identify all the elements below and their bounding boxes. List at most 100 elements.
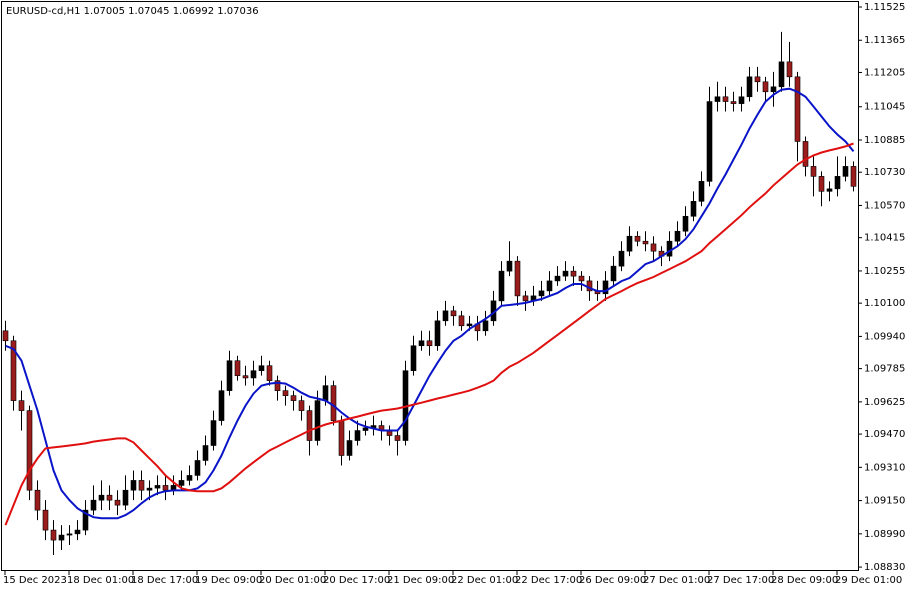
candle-body: [266, 365, 273, 381]
candle-body: [338, 420, 345, 456]
candle-body: [450, 310, 457, 317]
x-tick-label: 26 Dec 09:00: [579, 575, 646, 586]
candle-body: [746, 76, 753, 98]
y-tick-label: 1.08830: [864, 562, 905, 573]
candle-body: [674, 230, 681, 242]
candle-body: [842, 166, 849, 177]
plot-marks: [2, 31, 857, 556]
x-tick-label: 19 Dec 09:00: [195, 575, 262, 586]
candle-body: [418, 340, 425, 347]
plot-frame: [1, 1, 859, 571]
candle-body: [514, 260, 521, 297]
candle-body: [442, 310, 449, 322]
candle-body: [722, 96, 729, 102]
candle-body: [778, 61, 785, 88]
candle-body: [146, 487, 153, 491]
x-tick-label: 27 Dec 01:00: [643, 575, 710, 586]
candle-body: [738, 96, 745, 104]
y-tick-label: 1.09625: [864, 397, 905, 408]
x-tick-label: 22 Dec 17:00: [515, 575, 582, 586]
candle-body: [626, 235, 633, 252]
candle-body: [570, 270, 577, 277]
candle-body: [834, 176, 841, 190]
candle-body: [546, 280, 553, 292]
y-tick-label: 1.09785: [864, 364, 905, 375]
y-tick-label: 1.09310: [864, 462, 905, 473]
candle-body: [202, 445, 209, 461]
candle-body: [826, 188, 833, 192]
y-tick-label: 1.09940: [864, 331, 905, 342]
candle-body: [258, 365, 265, 371]
candle-body: [458, 315, 465, 327]
candle-body: [58, 534, 65, 541]
candle-body: [818, 176, 825, 192]
candle-body: [562, 270, 569, 277]
candle-body: [26, 410, 33, 491]
candle-body: [698, 181, 705, 202]
x-tick-label: 29 Dec 01:00: [835, 575, 902, 586]
candle-body: [498, 270, 505, 302]
x-tick-label: 20 Dec 01:00: [259, 575, 326, 586]
candle-body: [314, 400, 321, 441]
candle-body: [50, 529, 57, 541]
candle-body: [642, 240, 649, 245]
candle-body: [106, 494, 113, 501]
candle-body: [306, 410, 313, 441]
candle-body: [410, 345, 417, 371]
candle-body: [690, 201, 697, 217]
moving-average-line: [5, 87, 855, 520]
moving-average-line: [4, 142, 854, 526]
candle-body: [578, 275, 585, 282]
y-tick-label: 1.11045: [864, 102, 905, 113]
candle-body: [482, 320, 489, 332]
candle-body: [186, 475, 193, 481]
y-tick-label: 1.10100: [864, 298, 905, 309]
candle-body: [194, 460, 201, 476]
candle-body: [634, 235, 641, 242]
candle-body: [90, 499, 97, 511]
candle-body: [242, 375, 249, 379]
candle-body: [74, 529, 81, 535]
candle-body: [538, 290, 545, 297]
x-tick-label: 27 Dec 17:00: [707, 575, 774, 586]
candle-body: [394, 435, 401, 441]
candle-body: [210, 420, 217, 446]
candle-body: [762, 81, 769, 93]
candle-body: [434, 320, 441, 347]
y-tick-label: 1.10255: [864, 266, 905, 277]
candle-body: [2, 330, 9, 342]
candle-body: [426, 340, 433, 347]
candle-body: [794, 76, 801, 142]
candle-body: [682, 215, 689, 232]
candle-body: [522, 295, 529, 302]
candle-body: [466, 323, 473, 327]
y-tick-label: 1.10730: [864, 167, 905, 178]
candle-body: [346, 440, 353, 456]
candle-body: [138, 480, 145, 491]
y-tick-label: 1.09470: [864, 429, 905, 440]
candle-body: [122, 489, 129, 506]
y-tick-label: 1.11525: [864, 2, 905, 13]
y-tick-label: 1.10415: [864, 233, 905, 244]
x-tick-label: 28 Dec 09:00: [771, 575, 838, 586]
y-tick-label: 1.11365: [864, 35, 905, 46]
x-tick-label: 15 Dec 2023: [3, 575, 67, 586]
candle-body: [130, 480, 137, 491]
candle-body: [98, 494, 105, 501]
x-tick-label: 18 Dec 01:00: [67, 575, 134, 586]
candle-body: [18, 400, 25, 411]
chart-title: EURUSD-cd,H1 1.07005 1.07045 1.06992 1.0…: [6, 6, 259, 17]
y-tick-label: 1.10570: [864, 200, 905, 211]
candle-body: [802, 141, 809, 167]
candle-body: [162, 485, 169, 491]
candle-body: [10, 340, 17, 401]
candle-body: [282, 390, 289, 396]
candle-body: [34, 489, 41, 511]
y-tick-label: 1.10885: [864, 135, 905, 146]
candle-body: [650, 243, 657, 252]
candle-body: [250, 370, 257, 379]
candle-body: [354, 430, 361, 441]
candle-body: [786, 61, 793, 78]
